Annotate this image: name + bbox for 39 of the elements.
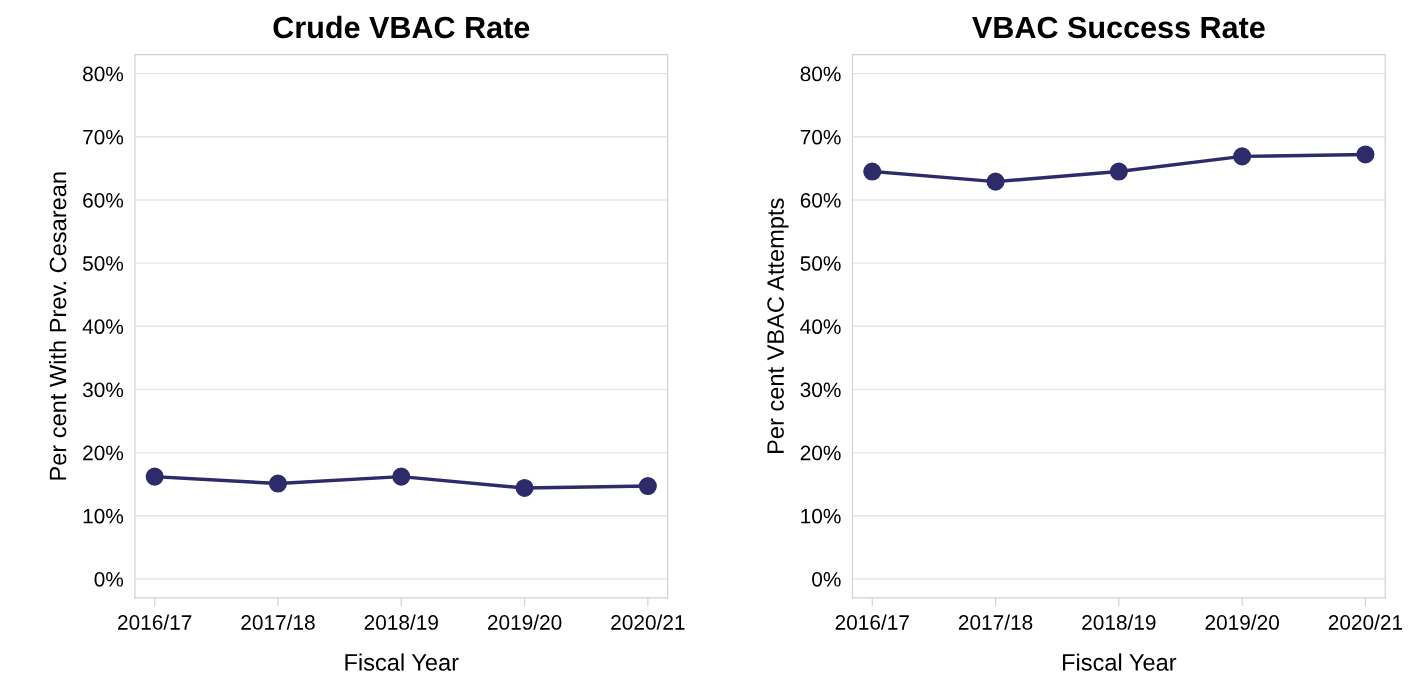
y-tick-label: 20% xyxy=(83,445,124,461)
point xyxy=(986,172,1005,191)
point xyxy=(863,162,882,181)
y-tick-label: 80% xyxy=(83,66,124,82)
x-axis-title: Fiscal Year xyxy=(1063,653,1177,671)
x-tick-label: 2018/19 xyxy=(364,614,438,630)
y-tick-label: 0% xyxy=(812,571,841,587)
y-axis-title: Per cent VBAC Attempts xyxy=(767,198,789,453)
y-tick-label: 50% xyxy=(800,256,841,271)
point xyxy=(1356,145,1375,164)
y-tick-label: 70% xyxy=(83,129,124,145)
x-tick-label: 2019/20 xyxy=(1205,614,1279,630)
y-tick-label: 40% xyxy=(82,319,124,335)
x-tick-label: 2016/17 xyxy=(835,614,909,630)
y-tick-label: 60% xyxy=(83,192,124,208)
x-tick-label: 2017/18 xyxy=(241,614,315,630)
y-tick-label: 80% xyxy=(800,66,841,82)
y-axis-title: Per cent With Prev. Cesarean xyxy=(49,172,67,480)
y-tick-label: 0% xyxy=(94,571,124,587)
y-tick-label: 60% xyxy=(800,192,841,208)
x-tick-label: 2020/21 xyxy=(1328,614,1403,630)
x-tick-label: 2018/19 xyxy=(1082,614,1156,630)
y-tick-label: 10% xyxy=(83,508,124,524)
y-tick-label: 70% xyxy=(800,129,841,145)
x-tick-label: 2016/17 xyxy=(118,614,192,630)
point xyxy=(1233,147,1252,166)
point xyxy=(1109,162,1128,181)
y-tick-label: 30% xyxy=(82,382,124,398)
y-tick-label: 50% xyxy=(82,256,124,271)
x-tick-label: 2017/18 xyxy=(958,614,1033,630)
x-axis-title: Fiscal Year xyxy=(345,653,459,671)
x-tick-label: 2019/20 xyxy=(487,614,562,630)
y-tick-label: 40% xyxy=(800,319,841,335)
y-tick-label: 20% xyxy=(800,445,841,461)
chart-title: Crude VBAC Rate xyxy=(273,15,530,39)
y-tick-label: 10% xyxy=(801,508,841,524)
chart-title: VBAC Success Rate xyxy=(972,16,1265,39)
x-tick-label: 2020/21 xyxy=(611,614,685,630)
y-tick-label: 30% xyxy=(800,382,841,398)
